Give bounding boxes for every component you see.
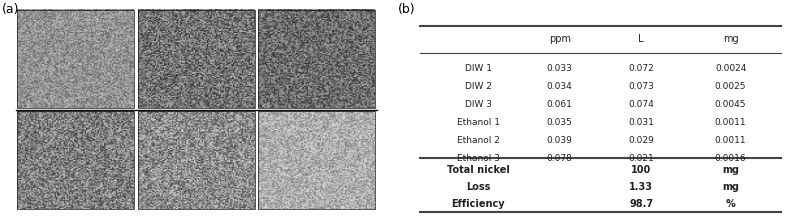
Text: 0.034: 0.034 xyxy=(546,82,572,92)
Text: 0.031: 0.031 xyxy=(628,118,654,127)
Text: 98.7: 98.7 xyxy=(629,199,653,209)
Text: 0.0045: 0.0045 xyxy=(715,100,747,110)
Text: DIW 1: DIW 1 xyxy=(465,64,491,74)
Bar xyxy=(138,10,254,108)
Text: Efficiency: Efficiency xyxy=(451,199,505,209)
Text: Loss: Loss xyxy=(466,182,490,192)
Text: 0.0024: 0.0024 xyxy=(715,64,747,74)
Text: 0.039: 0.039 xyxy=(546,136,572,145)
Text: Ethanol 3: Ethanol 3 xyxy=(457,154,499,163)
Text: 0.072: 0.072 xyxy=(628,64,654,74)
Text: Ethanol 1: Ethanol 1 xyxy=(457,118,499,127)
Bar xyxy=(258,111,375,209)
Text: 0.078: 0.078 xyxy=(546,154,572,163)
Text: 100: 100 xyxy=(631,165,652,175)
Text: (b): (b) xyxy=(398,3,416,16)
Text: ppm: ppm xyxy=(549,34,571,44)
Text: 0.061: 0.061 xyxy=(546,100,572,110)
Text: DIW 3: DIW 3 xyxy=(465,100,491,110)
Bar xyxy=(138,111,254,209)
Text: Total nickel: Total nickel xyxy=(447,165,509,175)
Text: 0.074: 0.074 xyxy=(628,100,654,110)
Text: 0.035: 0.035 xyxy=(546,118,572,127)
Text: 0.033: 0.033 xyxy=(546,64,572,74)
Text: mg: mg xyxy=(722,165,739,175)
Text: Ethanol 2: Ethanol 2 xyxy=(457,136,499,145)
Text: DIW 2: DIW 2 xyxy=(465,82,491,92)
Text: %: % xyxy=(725,199,736,209)
Bar xyxy=(258,10,375,108)
Text: mg: mg xyxy=(722,182,739,192)
Text: 1.33: 1.33 xyxy=(630,182,653,192)
Text: 0.0011: 0.0011 xyxy=(715,118,747,127)
Text: 0.021: 0.021 xyxy=(628,154,654,163)
Bar xyxy=(17,10,134,108)
Text: mg: mg xyxy=(723,34,739,44)
Bar xyxy=(17,111,134,209)
Text: 0.029: 0.029 xyxy=(628,136,654,145)
Text: 0.0025: 0.0025 xyxy=(715,82,747,92)
Text: (a): (a) xyxy=(2,3,20,16)
Text: 0.073: 0.073 xyxy=(628,82,654,92)
Text: L: L xyxy=(638,34,644,44)
Text: 0.0011: 0.0011 xyxy=(715,136,747,145)
Text: 0.0016: 0.0016 xyxy=(715,154,747,163)
